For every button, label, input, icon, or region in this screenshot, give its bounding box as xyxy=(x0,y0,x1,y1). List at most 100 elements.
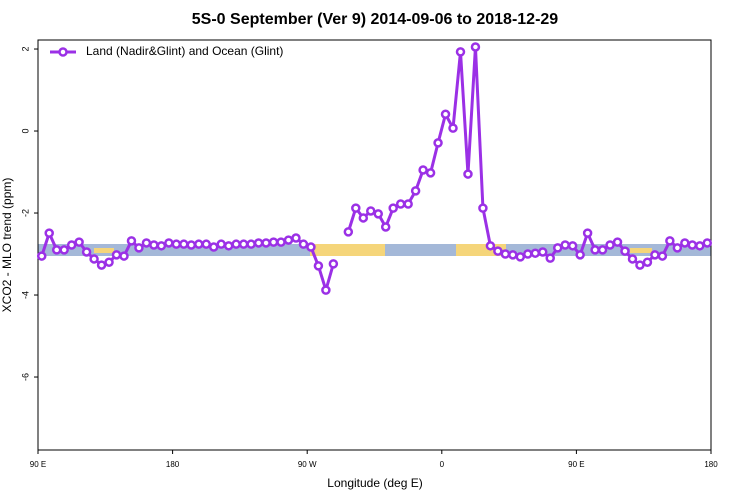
data-point xyxy=(448,123,458,133)
data-point xyxy=(156,241,167,251)
data-point xyxy=(612,237,623,247)
data-point xyxy=(695,241,705,251)
data-point xyxy=(493,246,503,256)
data-point xyxy=(373,209,383,219)
data-point xyxy=(523,249,533,259)
data-point xyxy=(194,239,204,249)
data-point xyxy=(403,199,413,209)
data-point xyxy=(478,203,488,213)
data-point xyxy=(321,285,331,295)
data-point xyxy=(687,240,698,250)
data-point xyxy=(186,240,197,250)
data-point xyxy=(36,251,47,261)
x-tick-label: 180 xyxy=(166,460,180,469)
data-point xyxy=(351,203,361,213)
y-tick-label: 2 xyxy=(20,47,30,52)
data-point xyxy=(620,246,630,256)
data-point xyxy=(485,241,496,251)
data-point xyxy=(268,237,279,247)
data-point xyxy=(582,228,593,238)
y-tick-label: -2 xyxy=(20,209,30,217)
data-point xyxy=(635,260,645,270)
data-point xyxy=(463,169,473,179)
data-point xyxy=(343,227,354,237)
data-point xyxy=(96,260,107,270)
data-point xyxy=(433,138,443,148)
data-point xyxy=(253,238,264,248)
data-point xyxy=(672,243,683,253)
data-point xyxy=(246,239,256,249)
data-point xyxy=(515,252,526,262)
data-point xyxy=(231,239,241,249)
data-point xyxy=(470,42,481,52)
data-point xyxy=(298,239,309,249)
data-point xyxy=(455,47,466,57)
x-tick-label: 90 E xyxy=(30,460,46,469)
data-point xyxy=(680,238,690,248)
data-point xyxy=(44,228,54,238)
data-point xyxy=(538,247,548,257)
y-tick-label: -4 xyxy=(20,291,30,299)
data-point xyxy=(366,206,376,216)
y-tick-label: -6 xyxy=(20,373,30,381)
data-point xyxy=(74,237,84,247)
data-point xyxy=(238,239,249,249)
data-point xyxy=(51,245,62,255)
data-point xyxy=(306,242,316,252)
data-point xyxy=(89,254,99,264)
legend-label: Land (Nadir&Glint) and Ocean (Glint) xyxy=(86,44,283,58)
data-point xyxy=(119,251,129,261)
data-point xyxy=(81,247,92,257)
data-point xyxy=(567,241,578,251)
data-point xyxy=(410,186,421,196)
data-point xyxy=(560,240,570,250)
data-point xyxy=(575,250,585,260)
data-point xyxy=(201,239,211,249)
y-tick-label: 0 xyxy=(20,129,30,134)
data-point xyxy=(657,251,668,261)
data-point xyxy=(508,250,518,260)
data-point xyxy=(425,168,436,178)
x-axis-label: Longitude (deg E) xyxy=(327,476,422,490)
data-point xyxy=(500,249,511,259)
data-point xyxy=(104,257,114,267)
x-tick-label: 90 W xyxy=(298,460,317,469)
data-point xyxy=(418,165,428,175)
data-point xyxy=(597,245,608,255)
data-point xyxy=(440,109,451,119)
data-point xyxy=(149,240,159,250)
data-point xyxy=(111,250,122,260)
chart-title: 5S-0 September (Ver 9) 2014-09-06 to 201… xyxy=(192,11,559,28)
data-point xyxy=(261,238,271,248)
data-point xyxy=(126,236,137,246)
data-point xyxy=(66,240,77,250)
data-point xyxy=(605,240,615,250)
data-point xyxy=(313,261,324,271)
data-point xyxy=(665,236,675,246)
legend-marker xyxy=(58,47,68,57)
data-point xyxy=(164,238,174,248)
data-point xyxy=(650,250,660,260)
data-point xyxy=(141,238,152,248)
data-point xyxy=(283,235,294,245)
x-tick-label: 0 xyxy=(440,460,445,469)
data-point xyxy=(530,248,541,258)
data-point xyxy=(380,222,391,232)
y-axis-label: XCO2 - MLO trend (ppm) xyxy=(0,178,14,313)
data-point xyxy=(642,257,653,267)
data-point xyxy=(627,254,638,264)
data-point xyxy=(134,243,144,253)
data-line xyxy=(346,45,708,267)
data-point xyxy=(328,259,339,269)
data-point xyxy=(276,237,286,247)
data-point xyxy=(358,213,369,223)
data-point xyxy=(179,239,189,249)
data-point xyxy=(702,238,713,248)
data-point xyxy=(395,199,406,209)
data-point xyxy=(59,245,69,255)
data-point xyxy=(291,233,301,243)
x-tick-label: 90 E xyxy=(568,460,584,469)
data-point xyxy=(216,239,226,249)
data-point xyxy=(223,241,234,251)
